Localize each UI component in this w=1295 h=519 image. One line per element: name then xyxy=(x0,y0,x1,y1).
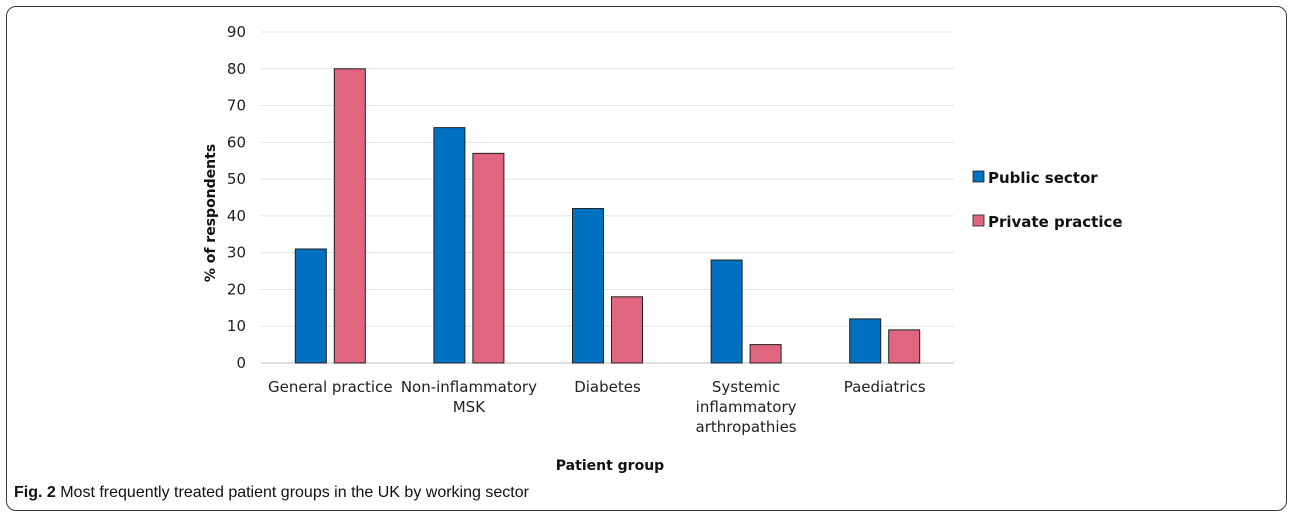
caption-text: Most frequently treated patient groups i… xyxy=(55,484,529,501)
y-tick-label: 30 xyxy=(227,244,246,262)
bar-public xyxy=(433,127,466,364)
bar-private xyxy=(749,344,782,364)
bar-public xyxy=(710,259,743,364)
gridlines xyxy=(261,31,954,364)
legend-label: Public sector xyxy=(988,169,1098,187)
figure-caption: Fig. 2 Most frequently treated patient g… xyxy=(14,484,529,502)
x-tick-label: Paediatrics xyxy=(844,378,926,396)
bar-private xyxy=(333,68,366,364)
x-tick-label: Non-inflammatory MSK xyxy=(401,378,537,416)
y-tick-label: 10 xyxy=(227,317,246,335)
figure-frame xyxy=(6,6,1287,511)
y-tick-label: 20 xyxy=(227,280,246,298)
x-axis-title: Patient group xyxy=(556,458,664,474)
y-tick-labels: 0 10 20 30 40 50 60 70 80 90 xyxy=(227,23,246,372)
x-tick-label: Systemic inflammatory arthropathies xyxy=(696,378,797,436)
y-tick-label: 40 xyxy=(227,207,246,225)
caption-label: Fig. 2 xyxy=(14,484,56,501)
y-tick-label: 0 xyxy=(236,354,246,372)
bar-private xyxy=(888,329,921,364)
x-tick-label: General practice xyxy=(268,378,393,396)
bar-private xyxy=(472,152,505,364)
y-axis-title: % of respondents xyxy=(203,144,219,282)
y-tick-label: 60 xyxy=(227,133,246,151)
bar-private xyxy=(611,296,643,364)
legend-label: Private practice xyxy=(988,213,1123,231)
legend: Public sector Private practice xyxy=(972,169,1123,231)
x-tick-label: Diabetes xyxy=(574,378,641,396)
legend-swatch xyxy=(972,170,985,183)
bar-public xyxy=(294,248,327,364)
x-tick-labels: General practice Non-inflammatory MSK Diabe… xyxy=(268,378,926,436)
legend-swatch xyxy=(972,214,985,227)
y-tick-label: 90 xyxy=(227,23,246,41)
bar-public xyxy=(849,318,882,364)
y-tick-label: 50 xyxy=(227,170,246,188)
y-tick-label: 80 xyxy=(227,60,246,78)
bar-public xyxy=(572,208,604,364)
bar-chart: 0 10 20 30 40 50 60 70 80 90 General practice Non-… xyxy=(203,23,1123,474)
bars xyxy=(294,68,921,364)
y-tick-label: 70 xyxy=(227,97,246,115)
